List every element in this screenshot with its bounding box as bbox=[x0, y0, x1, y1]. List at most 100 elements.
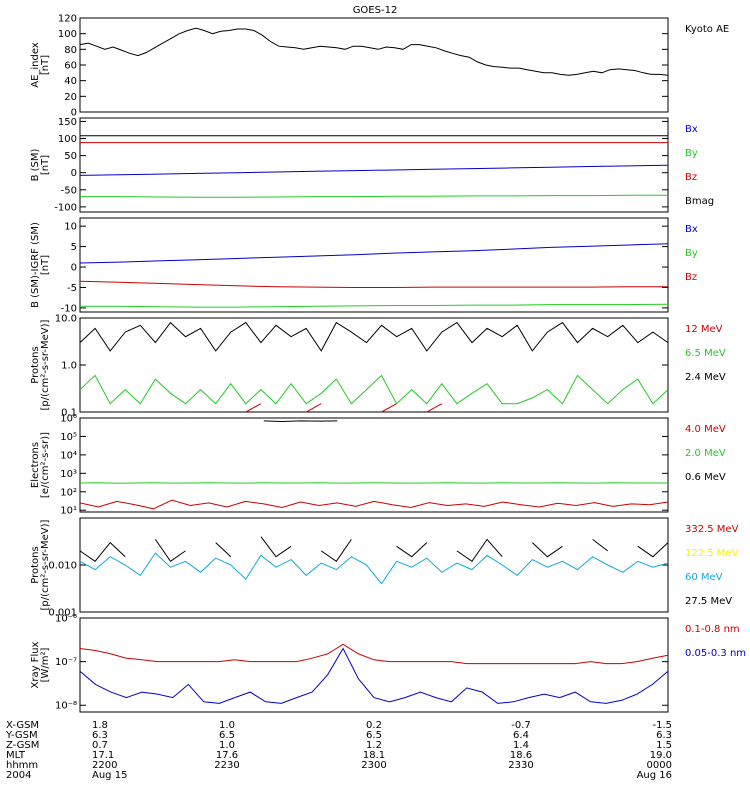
x-row-value: -0.7 bbox=[511, 720, 531, 731]
x-row-value: Aug 16 bbox=[637, 770, 672, 781]
y-tick-label: 10¹ bbox=[60, 506, 77, 517]
legend-entry: 0.1-0.8 nm bbox=[685, 624, 740, 635]
x-row-value: 6.3 bbox=[656, 730, 672, 741]
y-axis-label: [nT] bbox=[40, 155, 51, 175]
series-line-0 bbox=[79, 27, 669, 76]
legend-entry: 6.5 MeV bbox=[685, 348, 726, 359]
series-line-1 bbox=[79, 482, 668, 484]
series-line-2 bbox=[263, 420, 338, 423]
y-axis-label: [p/(cm²-s-sr-MeV)] bbox=[40, 519, 51, 610]
x-row-value: 0000 bbox=[647, 760, 672, 771]
legend-entry: 2.4 MeV bbox=[685, 372, 726, 383]
legend-entry: Bx bbox=[685, 124, 698, 135]
y-axis-label: [nT] bbox=[40, 255, 51, 275]
y-tick-label: 0.001 bbox=[48, 608, 77, 619]
legend-entry: By bbox=[685, 148, 698, 159]
y-tick-label: 5 bbox=[71, 242, 77, 253]
panel-electrons: 10¹ 10² 10³ 10⁴ 10⁵ 10⁶ Electrons [e/(cm²-s-sr)… bbox=[30, 414, 726, 517]
series-line-3 bbox=[79, 536, 669, 562]
y-axis-label: Electrons bbox=[30, 442, 41, 488]
legend-entry: Bz bbox=[685, 172, 697, 183]
legend-entry: Bx bbox=[685, 224, 698, 235]
y-tick-label: 100 bbox=[58, 134, 77, 145]
legend-entry: 0.6 MeV bbox=[685, 472, 726, 483]
x-row-value: 1.2 bbox=[366, 740, 382, 751]
y-tick-label: 60 bbox=[64, 61, 77, 72]
panel-frame bbox=[79, 117, 669, 213]
y-tick-label: 10 bbox=[64, 222, 77, 233]
series-line-2 bbox=[79, 280, 668, 288]
x-row-value: 1.4 bbox=[513, 740, 529, 751]
y-axis-label: Xray Flux bbox=[30, 641, 41, 688]
legend-entry: By bbox=[685, 248, 698, 259]
legend-entry: 0.05-0.3 nm bbox=[685, 648, 746, 659]
legend-entry: Bz bbox=[685, 272, 697, 283]
legend-entry: 60 MeV bbox=[685, 572, 723, 583]
y-axis-label: B (SM) bbox=[30, 148, 41, 181]
y-tick-label: 0 bbox=[71, 263, 77, 274]
y-tick-label: 1.0 bbox=[61, 361, 77, 372]
y-axis-label: Protons bbox=[30, 546, 41, 583]
series-line-0 bbox=[245, 403, 443, 413]
panel-frame bbox=[79, 617, 669, 713]
panel-frame bbox=[79, 317, 669, 413]
y-axis-label: [e/(cm²-s-sr)] bbox=[40, 432, 51, 498]
y-tick-label: 0 bbox=[71, 108, 77, 119]
y-tick-label: -5 bbox=[67, 283, 77, 294]
x-row-value: 6.4 bbox=[513, 730, 529, 741]
y-tick-label: 40 bbox=[64, 76, 77, 87]
panel-frame bbox=[79, 17, 669, 113]
y-tick-label: 0 bbox=[71, 168, 77, 179]
x-row-label: hhmm bbox=[6, 760, 38, 771]
panel-frame bbox=[79, 217, 669, 313]
series-line-1 bbox=[79, 374, 669, 405]
y-axis-label: [nT] bbox=[40, 55, 51, 75]
y-tick-label: 50 bbox=[64, 151, 77, 162]
x-row-value: 0.2 bbox=[366, 720, 382, 731]
y-tick-label: 10⁴ bbox=[60, 450, 77, 461]
series-line-2 bbox=[79, 321, 669, 352]
x-axis-rows: X-GSM 1.8 1.0 0.2 -0.7 -1.5 Y-GSM 6.3 6.5 6.5 6.4 6… bbox=[5, 720, 672, 781]
x-row-value: -1.5 bbox=[652, 720, 672, 731]
x-row-value: 2330 bbox=[508, 760, 533, 771]
y-tick-label: -10 bbox=[61, 303, 77, 314]
x-row-value: 2300 bbox=[361, 760, 386, 771]
x-row-value: 1.8 bbox=[92, 720, 108, 731]
series-line-1 bbox=[80, 194, 668, 198]
series-line-2 bbox=[79, 552, 669, 585]
y-tick-label: 0.1 bbox=[61, 408, 77, 419]
x-row-label: MLT bbox=[6, 750, 26, 761]
x-row-label: Z-GSM bbox=[6, 740, 39, 751]
series-line-1 bbox=[80, 303, 669, 308]
y-tick-label: 10.0 bbox=[55, 314, 77, 325]
series-line-1 bbox=[79, 647, 669, 704]
x-row-value: 1.0 bbox=[219, 740, 235, 751]
series-line-0 bbox=[79, 243, 669, 264]
y-axis-label: B (SM)-IGRF (SM) bbox=[30, 222, 41, 308]
x-row-value: Aug 15 bbox=[92, 770, 127, 781]
x-row-label: Y-GSM bbox=[5, 730, 38, 741]
panel-bsmigrf: -10 -5 0 5 10 B (SM)-IGRF (SM) [nT] Bx By Bz bbox=[30, 217, 698, 314]
series-line-0 bbox=[79, 499, 669, 510]
legend-entry: 332.5 MeV bbox=[685, 524, 739, 535]
panel-protons_lo: 0.1 1.0 10.0 Protons [p/(cm²-s-sr-MeV)] 12 Me… bbox=[30, 314, 726, 419]
legend-entry: 12 MeV bbox=[685, 324, 723, 335]
legend-entry: 4.0 MeV bbox=[685, 424, 726, 435]
panel-bsm: -100 -50 0 50 100 150 B (SM) [nT] Bx By Bz Bmag bbox=[30, 117, 714, 213]
series-line-0 bbox=[79, 164, 669, 176]
x-row-value: 6.5 bbox=[366, 730, 382, 741]
x-row-value: 6.3 bbox=[92, 730, 108, 741]
y-tick-label: 10³ bbox=[60, 469, 77, 480]
series-line-0 bbox=[79, 643, 669, 665]
legend-entry: 2.0 MeV bbox=[685, 448, 726, 459]
panel-frame bbox=[79, 417, 669, 513]
x-row-value: 18.6 bbox=[510, 750, 532, 761]
y-axis-label: [W/m²] bbox=[40, 647, 51, 682]
x-row-label: 2004 bbox=[6, 770, 31, 781]
y-tick-label: -100 bbox=[54, 202, 77, 213]
y-tick-label: 80 bbox=[64, 45, 77, 56]
y-tick-label: 100 bbox=[58, 29, 77, 40]
y-tick-label: -50 bbox=[61, 185, 77, 196]
